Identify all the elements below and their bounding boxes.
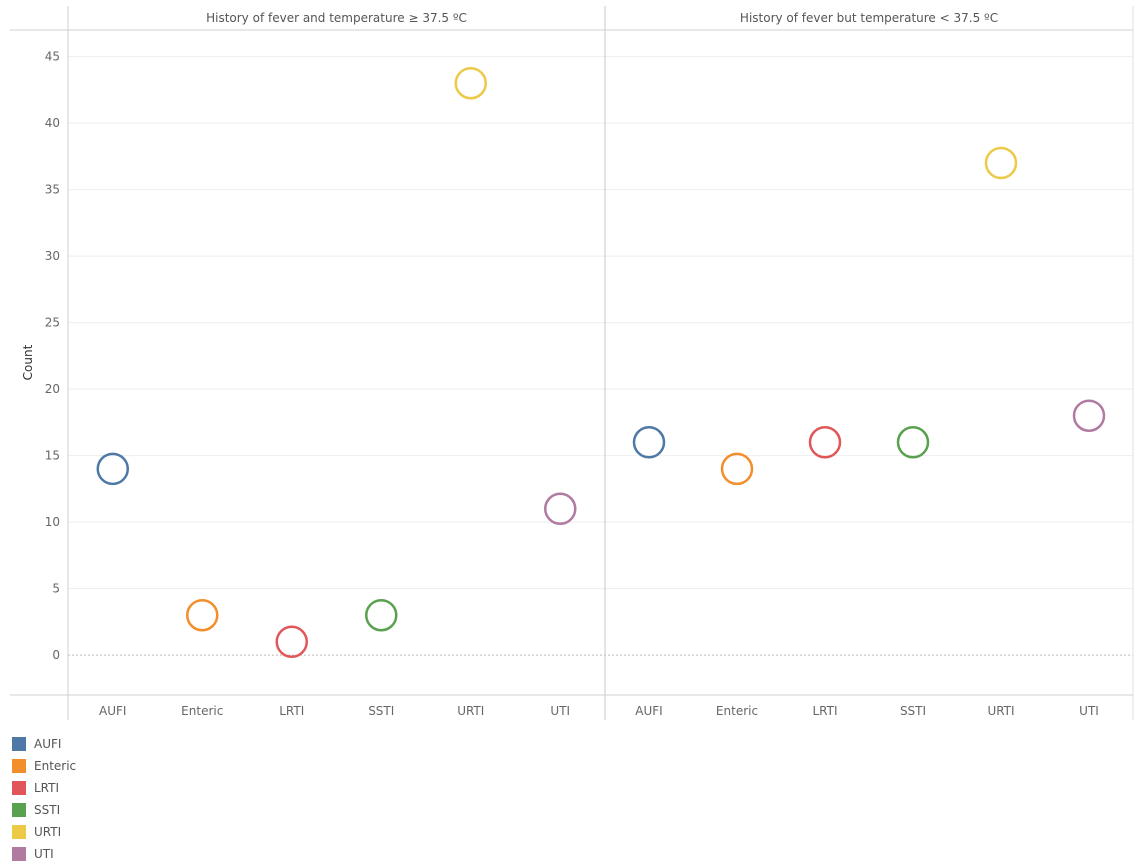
y-tick-label: 30 xyxy=(45,249,60,263)
y-tick-label: 20 xyxy=(45,382,60,396)
legend-swatch xyxy=(12,847,26,861)
y-tick-label: 5 xyxy=(52,582,60,596)
legend-label: AUFI xyxy=(34,737,62,751)
legend-item: SSTI xyxy=(12,799,76,821)
x-tick-label: URTI xyxy=(457,704,484,718)
legend-swatch xyxy=(12,825,26,839)
legend-label: UTI xyxy=(34,847,54,861)
legend-label: SSTI xyxy=(34,803,61,817)
x-tick-label: Enteric xyxy=(716,704,758,718)
y-tick-label: 45 xyxy=(45,50,60,64)
legend-swatch xyxy=(12,803,26,817)
x-tick-label: AUFI xyxy=(99,704,126,718)
legend: AUFI Enteric LRTI SSTI URTI UTI xyxy=(12,733,76,865)
x-tick-label: AUFI xyxy=(635,704,662,718)
data-point xyxy=(896,426,930,459)
y-tick-label: 10 xyxy=(45,515,60,529)
data-point xyxy=(808,426,842,459)
x-tick-label: URTI xyxy=(987,704,1014,718)
y-tick-label: 15 xyxy=(45,449,60,463)
data-point xyxy=(454,66,487,100)
data-point xyxy=(984,146,1018,180)
data-point xyxy=(1072,399,1106,432)
legend-item: URTI xyxy=(12,821,76,843)
data-point xyxy=(96,452,129,486)
y-tick-label: 40 xyxy=(45,116,60,130)
x-tick-label: UTI xyxy=(1079,704,1099,718)
data-point xyxy=(632,426,666,459)
x-tick-label: LRTI xyxy=(812,704,837,718)
x-tick-label: SSTI xyxy=(900,704,926,718)
legend-item: Enteric xyxy=(12,755,76,777)
data-point xyxy=(720,452,754,486)
legend-swatch xyxy=(12,737,26,751)
panel-title: History of fever but temperature < 37.5 … xyxy=(740,11,998,25)
y-tick-label: 25 xyxy=(45,316,60,330)
y-axis-title: Count xyxy=(21,344,35,380)
y-tick-label: 0 xyxy=(52,648,60,662)
x-tick-label: SSTI xyxy=(368,704,394,718)
data-point xyxy=(365,598,398,632)
data-point xyxy=(186,598,219,632)
panel-title: History of fever and temperature ≥ 37.5 … xyxy=(206,11,467,25)
x-tick-label: Enteric xyxy=(181,704,223,718)
x-tick-label: UTI xyxy=(550,704,570,718)
legend-swatch xyxy=(12,759,26,773)
legend-swatch xyxy=(12,781,26,795)
legend-item: LRTI xyxy=(12,777,76,799)
legend-item: AUFI xyxy=(12,733,76,755)
legend-item: UTI xyxy=(12,843,76,865)
data-point xyxy=(275,625,308,659)
legend-label: LRTI xyxy=(34,781,60,795)
data-point xyxy=(544,492,577,526)
y-tick-label: 35 xyxy=(45,183,60,197)
legend-label: URTI xyxy=(34,825,62,839)
legend-label: Enteric xyxy=(34,759,77,773)
x-tick-label: LRTI xyxy=(279,704,304,718)
